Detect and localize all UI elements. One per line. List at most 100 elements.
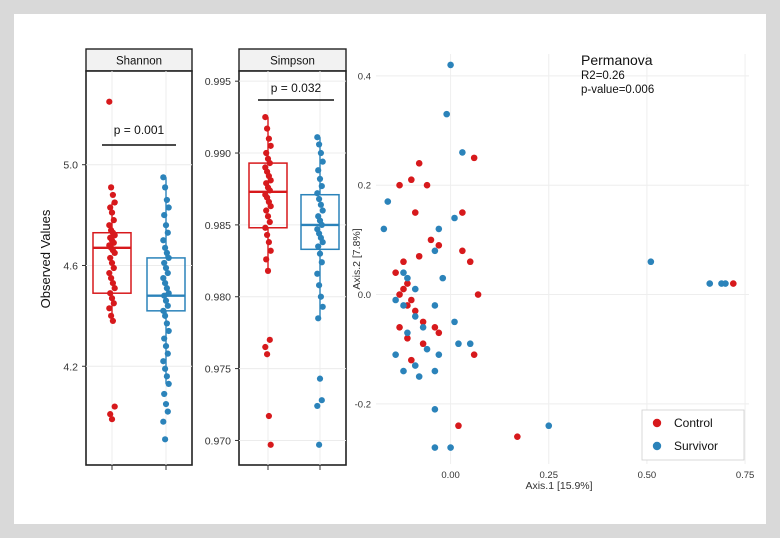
data-point [267, 247, 274, 254]
data-point [165, 290, 172, 297]
data-point [111, 232, 118, 239]
y-tick-label: 0.970 [205, 435, 231, 447]
data-point [161, 259, 168, 267]
data-point [109, 280, 116, 287]
data-point [451, 214, 458, 222]
data-point [514, 433, 521, 440]
shannon-points [106, 98, 172, 443]
data-point [262, 343, 269, 351]
data-point [318, 221, 325, 228]
data-point [160, 307, 167, 314]
data-point [384, 198, 392, 205]
data-point [263, 207, 270, 214]
data-point [165, 327, 172, 335]
y-tick-label: 0.990 [205, 148, 231, 160]
data-point [427, 236, 435, 244]
data-point [317, 201, 324, 208]
data-point [447, 61, 454, 69]
data-point [415, 160, 423, 167]
data-point [318, 397, 325, 404]
data-point [316, 441, 323, 448]
data-point [314, 134, 321, 141]
permanova-p-value: p-value=0.006 [581, 84, 654, 96]
data-point [162, 244, 169, 251]
y-tick-label: 5.0 [63, 160, 78, 172]
data-point [264, 125, 271, 132]
permanova-title: Permanova [581, 52, 653, 68]
data-point [108, 209, 116, 216]
data-point [411, 362, 419, 369]
data-point [319, 207, 326, 214]
legend-control-swatch [652, 418, 662, 428]
data-point [107, 204, 114, 211]
data-point [108, 259, 116, 267]
data-point [400, 269, 407, 276]
data-point [263, 256, 270, 263]
simpson-strip-label: Simpson [270, 56, 315, 68]
data-point [408, 356, 415, 364]
data-point [400, 302, 407, 309]
shannon-y-ticks: 4.2 4.6 5.0 [63, 160, 167, 470]
data-point [264, 231, 271, 239]
data-point [316, 375, 324, 382]
data-point [316, 195, 323, 203]
legend-control-label: Control [674, 416, 713, 430]
data-point [423, 181, 431, 189]
data-point [729, 280, 737, 287]
data-point [163, 285, 170, 292]
data-point [267, 203, 274, 210]
x-tick-label: 0.75 [736, 470, 755, 481]
data-point [431, 444, 439, 451]
data-point [110, 217, 117, 224]
data-point [110, 239, 117, 246]
data-point [264, 267, 272, 274]
data-point [107, 254, 114, 262]
data-point [164, 269, 171, 277]
data-point [110, 300, 117, 307]
data-point [545, 422, 553, 430]
data-point [160, 174, 167, 181]
data-point [315, 315, 322, 322]
data-point [265, 239, 272, 246]
data-point [415, 252, 423, 260]
data-point [404, 280, 411, 287]
data-point [423, 345, 431, 353]
data-point [111, 403, 118, 410]
data-point [411, 313, 419, 320]
pcoa-y-ticks: -0.2 0.0 0.2 0.4 [355, 71, 371, 410]
data-point [107, 290, 114, 297]
data-point [109, 191, 116, 199]
data-point [162, 343, 170, 350]
data-point [404, 334, 411, 342]
y-tick-label: 0.0 [358, 290, 371, 301]
data-point [161, 390, 168, 398]
y-tick-label: 0.2 [358, 181, 371, 192]
data-point [107, 411, 114, 418]
legend: Control Survivor [641, 409, 745, 461]
y-tick-label: 0.995 [205, 76, 231, 88]
data-point [404, 329, 411, 337]
pcoa-ylabel: Axis.2 [7.8%] [351, 228, 363, 289]
data-point [161, 335, 168, 342]
shannon-plot-area [85, 70, 193, 466]
data-point [722, 280, 729, 287]
data-point [319, 303, 326, 310]
data-point [470, 154, 478, 162]
data-point [162, 400, 170, 408]
data-point [162, 264, 170, 272]
y-tick-label: 0.4 [358, 71, 371, 82]
data-point [435, 225, 443, 233]
data-point [455, 422, 462, 430]
data-point [315, 243, 322, 250]
data-point [392, 351, 399, 358]
data-point [266, 336, 273, 343]
data-point [314, 270, 321, 277]
data-point [108, 416, 116, 423]
shannon-panel: Observed Values Shannon 4.2 4.6 5.0 p = 0.… [38, 48, 193, 470]
data-point [400, 285, 407, 293]
y-tick-label: 4.6 [63, 260, 78, 272]
data-point [419, 340, 427, 348]
simpson-plot-area [238, 70, 347, 466]
data-point [164, 350, 171, 357]
data-point [267, 177, 274, 184]
